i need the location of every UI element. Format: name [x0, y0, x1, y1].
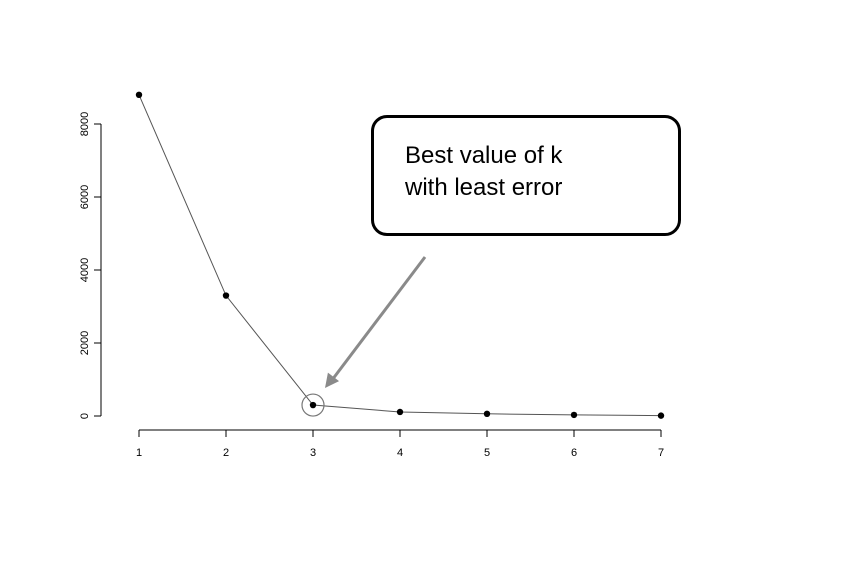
arrow-shaft — [327, 256, 427, 385]
x-tick-label: 2 — [223, 447, 229, 459]
y-tick-label: 4000 — [79, 258, 91, 282]
x-tick-label: 7 — [658, 447, 664, 459]
x-tick-label: 4 — [397, 447, 403, 459]
x-tick-label: 1 — [136, 447, 142, 459]
y-tick-label: 0 — [79, 413, 91, 419]
data-point — [135, 91, 143, 99]
y-tick-label: 6000 — [79, 185, 91, 209]
y-ticks: 0 2000 4000 6000 8000 — [79, 112, 101, 419]
annotation-arrow — [325, 256, 427, 389]
annotation-text: Best value of k with least error — [405, 142, 563, 201]
x-tick-label: 6 — [571, 447, 577, 459]
data-point — [222, 292, 230, 299]
data-point — [483, 410, 491, 418]
data-point — [309, 401, 317, 409]
x-tick-label: 5 — [484, 447, 490, 459]
series — [135, 91, 665, 419]
data-point — [570, 411, 578, 419]
arrow-head — [325, 372, 340, 389]
y-tick-label: 8000 — [79, 112, 91, 136]
data-point — [657, 412, 665, 419]
x-tick-label: 3 — [310, 447, 316, 459]
data-point — [396, 408, 404, 416]
x-ticks: 1 2 3 4 5 6 7 — [136, 430, 664, 459]
y-tick-label: 2000 — [79, 331, 91, 355]
annotation-callout: Best value of k with least error — [371, 115, 681, 236]
highlight-circle — [301, 393, 325, 417]
